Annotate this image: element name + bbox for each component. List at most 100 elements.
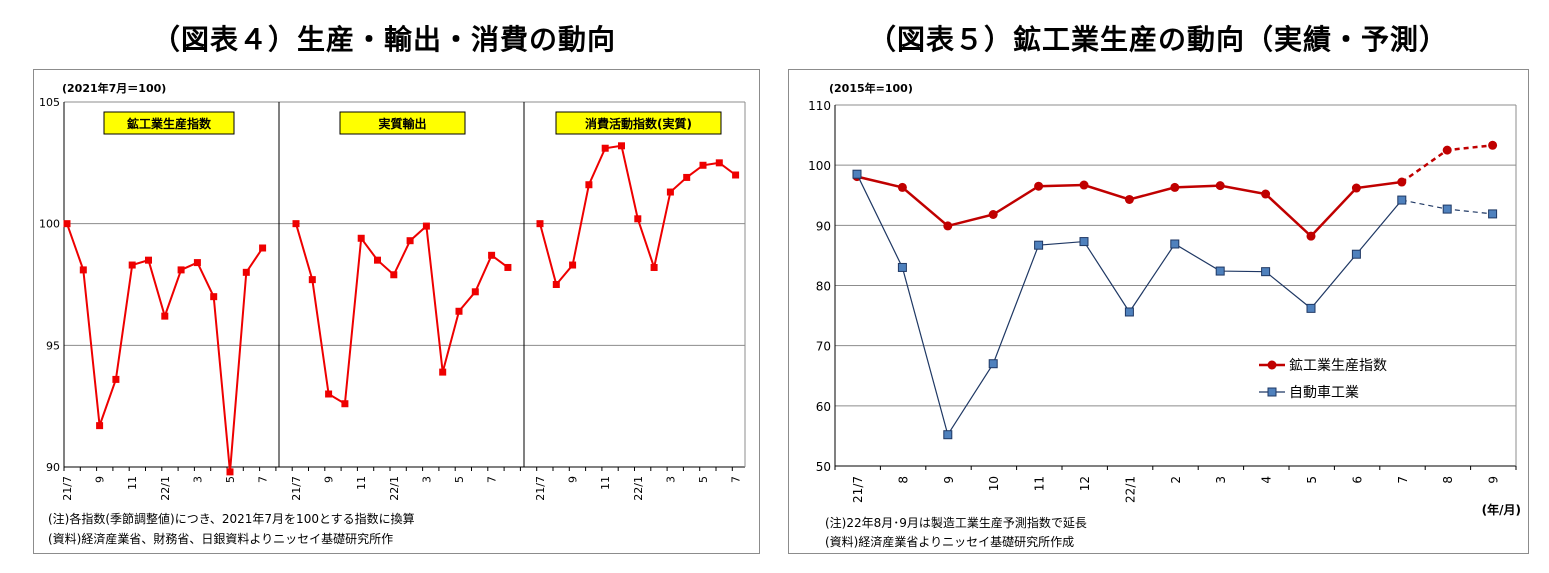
legend-label: 自動車工業 <box>1289 384 1359 401</box>
series-line <box>66 223 264 472</box>
data-point <box>1124 194 1134 204</box>
data-point <box>943 221 953 231</box>
data-point <box>504 263 512 271</box>
data-point <box>715 159 723 167</box>
data-point <box>897 182 907 192</box>
data-point <box>439 368 447 376</box>
x-tick-label: 9 <box>567 476 580 483</box>
data-point <box>897 262 907 272</box>
data-point <box>683 173 691 181</box>
right-chart: 50 60 70 80 90 100 110 (2015年=100) 21/7 8 9 10 11 12 2… <box>808 81 1521 549</box>
x-tick-label: 21/7 <box>534 476 547 501</box>
x-tick-label: 7 <box>257 476 270 483</box>
x-tick-label: 11 <box>355 476 368 490</box>
data-point <box>1442 204 1452 214</box>
data-point <box>618 142 625 150</box>
y-tick-label: 110 <box>808 99 831 113</box>
data-point <box>79 266 87 274</box>
series-line <box>295 223 509 406</box>
y-tick-label: 60 <box>816 400 831 414</box>
data-point <box>666 188 674 196</box>
y-tick-label: 95 <box>46 339 60 352</box>
data-point <box>1442 145 1452 155</box>
x-tick-label: 11 <box>599 476 612 490</box>
data-point <box>422 222 430 230</box>
data-point <box>63 220 71 228</box>
note-line: (注)各指数(季節調整値)につき、2021年7月を100とする指数に換算 <box>48 511 415 526</box>
data-point <box>193 259 201 267</box>
data-point <box>634 215 642 223</box>
x-tick-label: 11 <box>126 476 139 490</box>
data-point <box>1215 266 1225 276</box>
y-tick-label: 105 <box>39 96 60 109</box>
right-chart-panel: 50 60 70 80 90 100 110 (2015年=100) 21/7 8 9 10 11 12 2… <box>788 69 1529 554</box>
data-point <box>145 256 152 264</box>
data-point <box>585 181 593 189</box>
data-point <box>1397 177 1407 187</box>
x-tick-label: 21/7 <box>61 476 74 501</box>
data-point <box>943 430 953 440</box>
data-point <box>1306 303 1316 313</box>
data-point <box>1215 181 1225 191</box>
x-tick-label: 22/1 <box>388 476 401 501</box>
data-point <box>601 144 609 152</box>
data-point <box>96 422 104 430</box>
data-point <box>259 244 267 252</box>
data-point <box>1397 195 1407 205</box>
y-unit-label: (2021年7月＝100) <box>62 81 166 95</box>
data-point <box>406 237 414 245</box>
panel-label-box <box>339 111 466 135</box>
data-point <box>536 220 544 228</box>
panel-label: 実質輸出 <box>378 116 426 131</box>
data-point <box>1034 240 1044 250</box>
x-tick-label: 4 <box>1260 476 1274 484</box>
data-point <box>569 261 577 269</box>
data-point <box>1170 182 1180 192</box>
data-point <box>161 312 169 320</box>
y-tick-label: 70 <box>816 340 831 354</box>
x-unit-label: (年/月) <box>1482 502 1521 517</box>
data-point <box>552 281 560 288</box>
x-tick-label: 5 <box>453 476 466 483</box>
x-tick-label: 21/7 <box>851 476 865 503</box>
y-tick-label: 100 <box>808 159 831 173</box>
data-point <box>988 359 998 369</box>
x-tick-label: 5 <box>697 476 710 483</box>
x-tick-label: 2 <box>1169 476 1183 484</box>
data-point <box>455 307 463 315</box>
data-point <box>1079 237 1089 247</box>
x-tick-label: 9 <box>323 476 336 483</box>
data-point <box>1124 307 1134 317</box>
data-point <box>488 251 496 259</box>
data-point <box>471 288 479 296</box>
series-line <box>856 175 1402 238</box>
x-tick-label: 22/1 <box>159 476 172 501</box>
data-point <box>650 263 658 271</box>
data-point <box>1488 209 1498 219</box>
x-tick-label: 3 <box>664 476 677 483</box>
y-tick-label: 90 <box>816 219 831 233</box>
left-chart-panel: 90 95 100 105 (2021年7月＝100) 鉱工業生産指数 21/7 9 11 22/… <box>33 69 760 554</box>
data-point <box>1488 140 1498 150</box>
x-tick-label: 21/7 <box>290 476 303 501</box>
data-point <box>374 256 381 264</box>
x-tick-label: 8 <box>896 476 910 484</box>
x-tick-label: 7 <box>1396 476 1410 484</box>
data-point <box>292 220 300 228</box>
data-point <box>732 171 740 179</box>
data-point <box>341 400 349 408</box>
data-point <box>1079 180 1089 190</box>
panel-label-box <box>555 111 722 135</box>
data-point <box>308 276 316 284</box>
data-point <box>1261 189 1271 199</box>
legend-marker <box>1267 387 1277 397</box>
y-tick-label: 50 <box>816 460 831 474</box>
y-unit-label: (2015年=100) <box>829 81 913 95</box>
data-point <box>226 468 234 476</box>
x-tick-label: 9 <box>94 476 107 483</box>
y-tick-label: 90 <box>46 461 60 474</box>
x-tick-label: 7 <box>486 476 499 483</box>
x-tick-label: 9 <box>942 476 956 484</box>
data-point <box>128 261 136 269</box>
x-tick-label: 5 <box>1305 476 1319 484</box>
